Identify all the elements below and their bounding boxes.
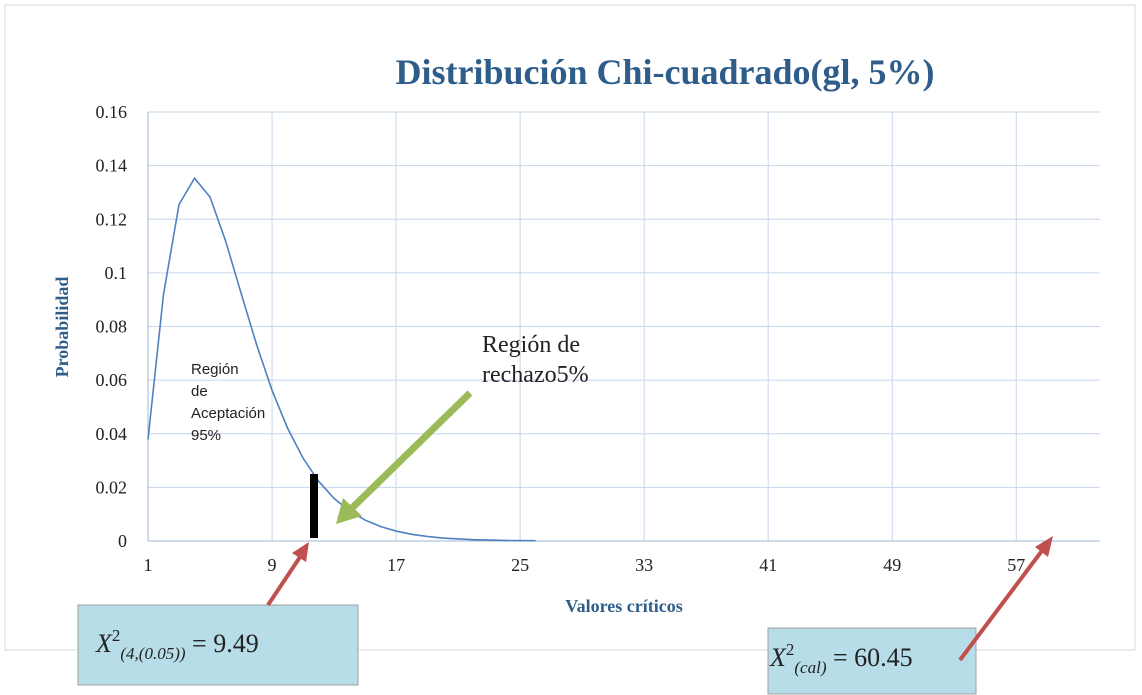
- y-tick-label: 0.02: [96, 477, 128, 497]
- x-tick-label: 33: [635, 555, 653, 575]
- formula-sub: (cal): [794, 658, 826, 677]
- red-arrow: [266, 552, 304, 607]
- chart-title: Distribución Chi-cuadrado(gl, 5%): [395, 52, 934, 92]
- formula-base: X: [95, 629, 113, 658]
- red-arrowhead: [292, 542, 309, 562]
- formula: X2(4,(0.05)) = 9.49: [95, 626, 259, 663]
- formula-rest: = 9.49: [186, 629, 259, 658]
- y-tick-label: 0.08: [96, 317, 128, 337]
- acceptance-label: Aceptación: [191, 405, 265, 422]
- formula-sup: 2: [112, 626, 121, 645]
- y-tick-label: 0: [118, 531, 127, 551]
- y-tick-label: 0.16: [96, 102, 128, 122]
- y-axis-title: Probabilidad: [52, 277, 72, 378]
- acceptance-label: Región: [191, 361, 239, 378]
- red-arrow: [958, 546, 1046, 662]
- x-tick-label: 9: [268, 555, 277, 575]
- rejection-label: rechazo5%: [482, 362, 589, 388]
- green-arrowhead: [336, 498, 362, 524]
- y-tick-label: 0.06: [96, 370, 128, 390]
- x-tick-label: 49: [883, 555, 901, 575]
- formula: X2(cal) = 60.45: [769, 640, 913, 677]
- y-tick-label: 0.14: [96, 156, 128, 176]
- line-series: [147, 176, 536, 542]
- chart-frame: [4, 4, 1136, 651]
- formula-sup: 2: [786, 640, 795, 659]
- formula-rest: = 60.45: [826, 643, 912, 672]
- y-tick-label: 0.12: [96, 209, 128, 229]
- formula-base: X: [769, 643, 787, 672]
- x-tick-label: 1: [144, 555, 153, 575]
- x-tick-label: 41: [759, 555, 777, 575]
- x-tick-label: 17: [387, 555, 405, 575]
- critical-marker: [310, 474, 318, 538]
- calc-box: [767, 627, 977, 695]
- rejection-label: Región de: [482, 332, 580, 358]
- acceptance-label: 95%: [191, 427, 221, 444]
- x-axis-title: Valores críticos: [565, 596, 682, 616]
- formula-sub: (4,(0.05)): [120, 644, 185, 663]
- y-tick-label: 0.1: [105, 263, 128, 283]
- green-arrow: [347, 390, 473, 513]
- red-arrowhead: [1035, 536, 1053, 557]
- critical-box: [77, 604, 359, 686]
- acceptance-label: de: [191, 383, 208, 400]
- y-tick-label: 0.04: [96, 424, 128, 444]
- x-tick-label: 25: [511, 555, 529, 575]
- x-tick-label: 57: [1007, 555, 1025, 575]
- plot-area: 0 0.02 0.04 0.06 0.08 0.1 0.12 0.14 0.16 1 9 17 25 33…: [96, 102, 1100, 575]
